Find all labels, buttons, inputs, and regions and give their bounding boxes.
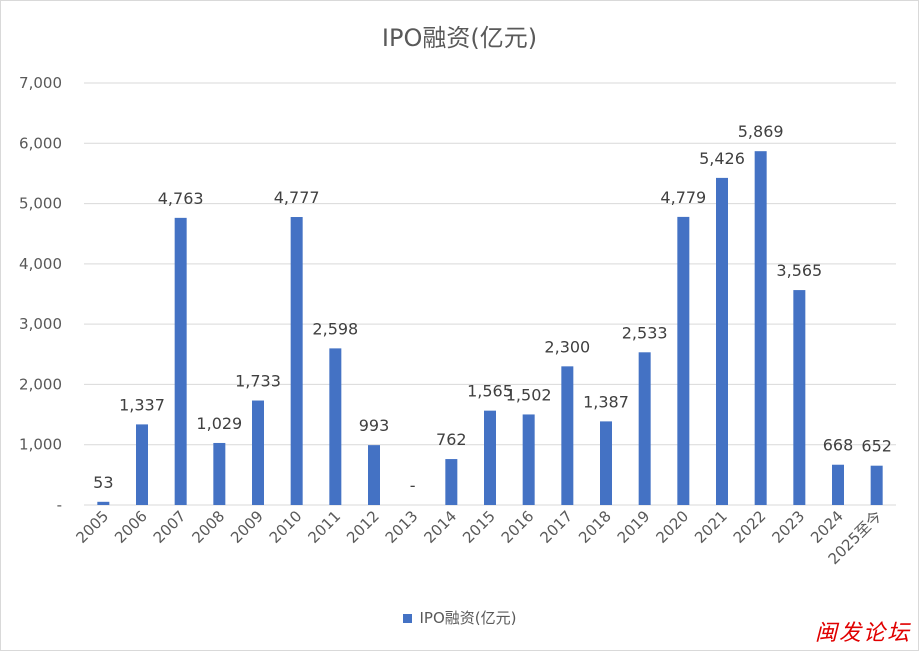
data-label-2008: 1,029 (196, 414, 242, 433)
bar-2010 (290, 217, 303, 505)
bar-2005 (97, 501, 110, 505)
data-label-2020: 4,779 (660, 188, 706, 207)
bar-2014 (445, 459, 458, 505)
bar-2015 (484, 410, 496, 505)
legend-label: IPO融资(亿元) (419, 609, 517, 627)
y-tick-label: 2,000 (19, 375, 62, 393)
data-label-2025至今: 652 (861, 437, 892, 456)
y-tick-label: 7,000 (19, 74, 62, 92)
x-tick-label: 2011 (304, 507, 344, 547)
x-tick-label: 2009 (227, 507, 267, 547)
data-label-2006: 1,337 (119, 395, 165, 414)
data-label-2013: - (410, 476, 416, 495)
data-label-2010: 4,777 (274, 188, 320, 207)
y-tick-label: 6,000 (19, 134, 62, 152)
data-label-2018: 1,387 (583, 392, 629, 411)
bar-2011 (329, 348, 342, 505)
bar-2009 (252, 400, 264, 505)
y-axis-ticks: - 1,000 2,000 3,000 4,000 5,000 6,000 7,000 (19, 74, 62, 514)
x-tick-label: 2013 (382, 507, 422, 547)
watermark-logo: 闽发论坛 (814, 621, 911, 646)
data-label-2024: 668 (823, 436, 854, 455)
data-label-2017: 2,300 (544, 337, 590, 356)
bar-2021 (716, 177, 728, 505)
x-axis-ticks: 2005200620072008200920102011201220132014… (72, 507, 885, 568)
data-labels: 53 1,337 4,763 1,029 1,733 4,777 2,598 993 - 762 1… (93, 122, 892, 495)
x-tick-label: 2015 (459, 507, 499, 547)
bar-2007 (174, 217, 187, 506)
bar-2018 (600, 421, 612, 505)
x-tick-label: 2005 (72, 507, 112, 547)
bar-2024 (832, 464, 844, 505)
bar-2022 (754, 151, 767, 505)
x-tick-label: 2010 (266, 507, 306, 547)
y-tick-label: 3,000 (19, 315, 62, 333)
x-tick-label: 2012 (343, 507, 383, 547)
x-tick-label: 2022 (730, 507, 770, 547)
y-tick-label: 1,000 (19, 436, 62, 454)
x-tick-label: 2017 (536, 507, 576, 547)
y-tick-label: 5,000 (19, 195, 62, 213)
data-label-2012: 993 (359, 416, 390, 435)
x-tick-label: 2008 (188, 507, 228, 547)
x-tick-label: 2020 (652, 507, 692, 547)
data-label-2015: 1,565 (467, 382, 513, 401)
data-label-2022: 5,869 (738, 122, 784, 141)
y-tick-label: - (57, 496, 62, 514)
bar-2006 (136, 424, 148, 505)
x-tick-label: 2014 (420, 507, 460, 547)
x-tick-label: 2019 (614, 507, 654, 547)
data-label-2016: 1,502 (506, 385, 552, 404)
x-tick-label: 2018 (575, 507, 615, 547)
bar-series (97, 151, 883, 506)
data-label-2023: 3,565 (776, 261, 822, 280)
x-tick-label: 2021 (691, 507, 731, 547)
data-label-2014: 762 (436, 430, 467, 449)
data-label-2007: 4,763 (158, 189, 204, 208)
bar-2008 (213, 442, 226, 505)
legend-swatch (402, 614, 412, 623)
x-tick-label: 2016 (498, 507, 538, 547)
x-tick-label: 2007 (150, 507, 190, 547)
data-label-2021: 5,426 (699, 149, 745, 168)
bar-2016 (522, 414, 535, 505)
data-label-2011: 2,598 (312, 319, 358, 338)
bar-2017 (561, 366, 574, 505)
bar-2023 (793, 290, 806, 505)
x-tick-label: 2023 (768, 507, 808, 547)
legend: IPO融资(亿元) (0, 607, 919, 628)
y-tick-label: 4,000 (19, 255, 62, 273)
data-label-2005: 53 (93, 473, 113, 492)
bar-2019 (638, 352, 651, 505)
data-label-2009: 1,733 (235, 372, 281, 391)
bar-2020 (677, 216, 690, 505)
bar-2025至今 (870, 465, 883, 505)
chart-title: IPO融资(亿元) (381, 24, 538, 52)
bar-2012 (368, 445, 380, 505)
data-label-2019: 2,533 (622, 323, 668, 342)
x-tick-label: 2006 (111, 507, 151, 547)
